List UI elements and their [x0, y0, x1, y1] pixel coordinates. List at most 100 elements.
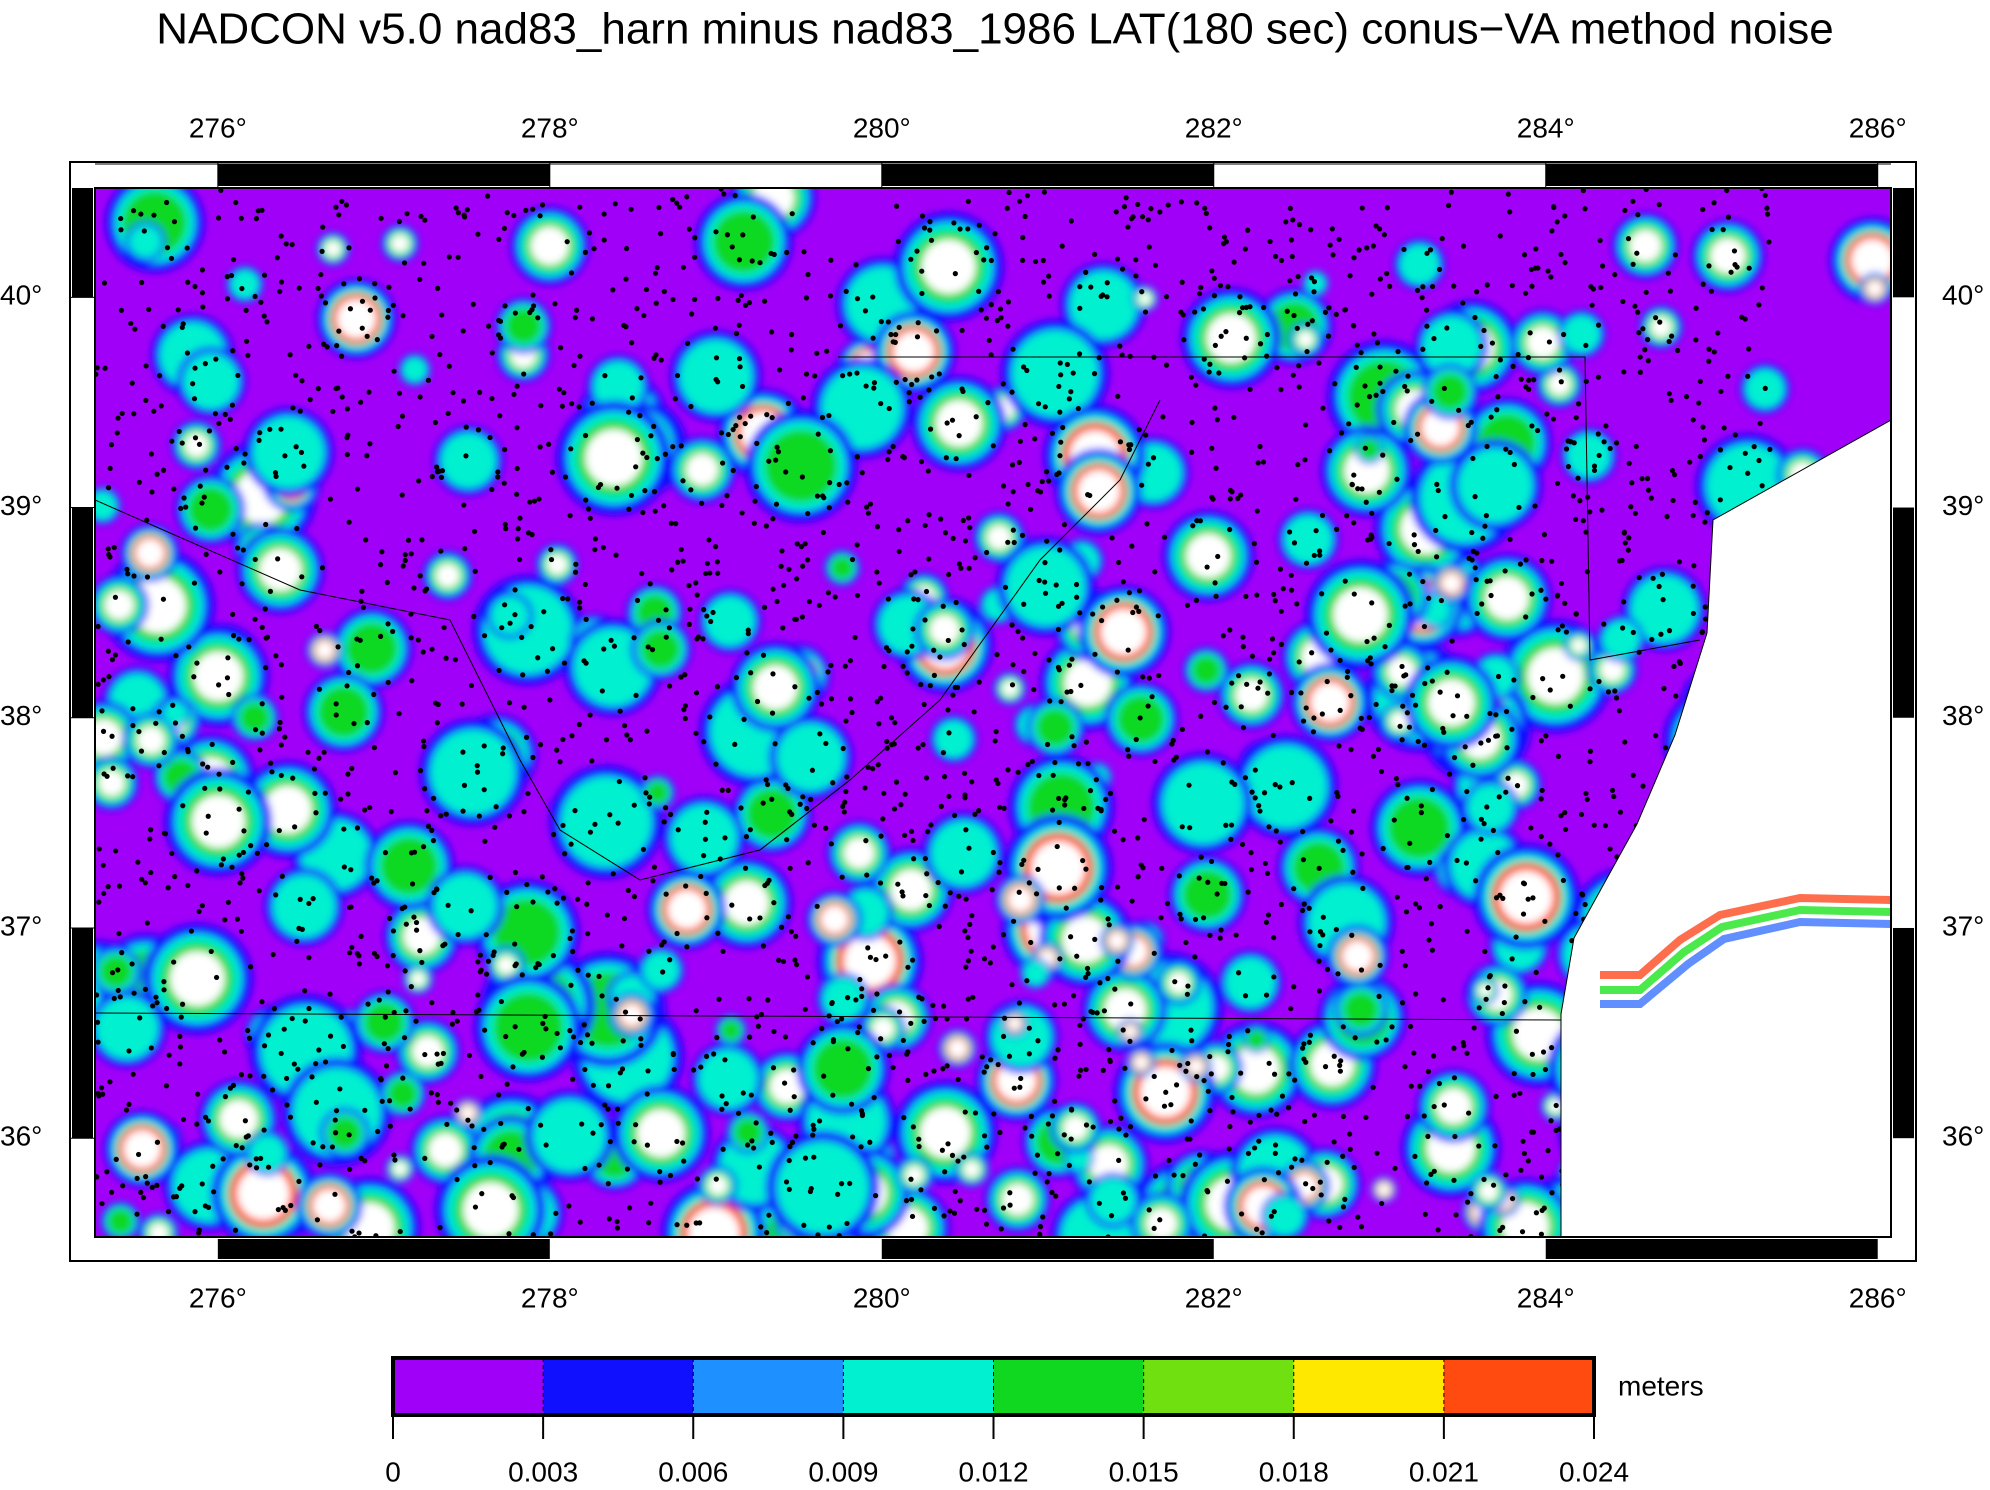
dot: [1016, 459, 1022, 466]
dot: [1584, 569, 1590, 575]
dot: [1337, 1224, 1343, 1230]
dot: [186, 644, 192, 650]
dot: [1214, 417, 1220, 423]
dot: [178, 505, 184, 512]
blob: [776, 723, 845, 792]
dot: [336, 328, 342, 334]
dot: [789, 211, 795, 217]
dot: [769, 415, 775, 421]
dot: [318, 271, 324, 278]
dot: [1718, 388, 1724, 395]
dot: [1040, 257, 1046, 264]
dot: [1240, 725, 1247, 731]
dot: [998, 1226, 1004, 1232]
dot: [1483, 513, 1489, 519]
dot: [396, 390, 403, 396]
dot: [1545, 268, 1551, 274]
dot: [1522, 999, 1528, 1005]
blob: [1527, 647, 1584, 705]
dot: [1035, 866, 1041, 872]
dot: [248, 964, 254, 970]
dot: [171, 219, 178, 225]
dot: [481, 743, 487, 749]
dot: [416, 478, 422, 484]
dot: [1412, 702, 1419, 708]
dot: [419, 537, 425, 543]
dot: [663, 891, 669, 897]
dot: [714, 559, 720, 565]
dot: [1300, 828, 1306, 835]
dot: [179, 440, 185, 446]
dot: [715, 379, 721, 385]
dot: [1204, 1188, 1210, 1194]
blob: [1310, 682, 1350, 722]
dot: [1161, 1103, 1168, 1109]
ocean: [1560, 419, 1891, 1237]
dot: [1476, 1143, 1482, 1149]
dot: [1254, 508, 1260, 514]
dot: [1478, 836, 1484, 842]
dot: [1402, 603, 1408, 609]
dot: [1035, 488, 1041, 494]
dot: [293, 444, 299, 450]
dot: [1507, 209, 1513, 215]
dot: [1690, 610, 1696, 617]
dot: [750, 214, 756, 220]
dot: [890, 443, 896, 450]
dot: [385, 307, 392, 314]
dot: [1045, 1121, 1051, 1127]
dot: [770, 516, 776, 522]
dot: [1333, 311, 1339, 317]
dot: [229, 864, 235, 870]
dot: [483, 932, 489, 938]
dot: [810, 1122, 816, 1128]
dot: [1413, 991, 1419, 997]
dot: [1554, 219, 1560, 225]
dot: [296, 285, 302, 291]
dot: [1271, 974, 1277, 980]
dot: [1083, 866, 1089, 872]
dot: [1529, 283, 1535, 289]
dot: [931, 1068, 937, 1074]
dot: [1481, 1176, 1487, 1182]
dot: [644, 454, 650, 461]
dot: [674, 372, 681, 379]
dot: [1513, 1028, 1520, 1034]
dot: [408, 551, 414, 557]
dot: [546, 441, 552, 447]
dot: [1121, 204, 1128, 210]
dot: [203, 830, 209, 836]
dot: [962, 1109, 968, 1115]
dot: [692, 296, 698, 303]
dot: [1724, 188, 1730, 194]
dot: [178, 1014, 184, 1020]
dot: [298, 449, 305, 456]
blob: [1031, 841, 1086, 895]
dot: [1303, 560, 1310, 566]
dot: [754, 440, 760, 446]
frame-band: [881, 164, 1214, 186]
dot: [176, 428, 182, 435]
dot: [853, 997, 859, 1003]
dot: [647, 581, 653, 587]
blob: [1851, 239, 1891, 282]
dot: [1138, 862, 1144, 868]
dot: [984, 1144, 990, 1150]
dot: [434, 464, 440, 470]
dot: [119, 410, 125, 417]
dot: [819, 1025, 825, 1032]
dot: [997, 860, 1003, 866]
dot: [1083, 1122, 1090, 1128]
dot: [1135, 835, 1141, 841]
dot: [333, 712, 339, 718]
dot: [1607, 445, 1613, 452]
blob: [237, 1167, 290, 1220]
dot: [772, 741, 778, 747]
dot: [926, 556, 932, 562]
dot: [1510, 363, 1516, 369]
dot: [1214, 891, 1220, 897]
dot: [925, 829, 931, 835]
dot: [184, 245, 190, 251]
dot: [1171, 757, 1177, 763]
dot: [1666, 628, 1673, 634]
